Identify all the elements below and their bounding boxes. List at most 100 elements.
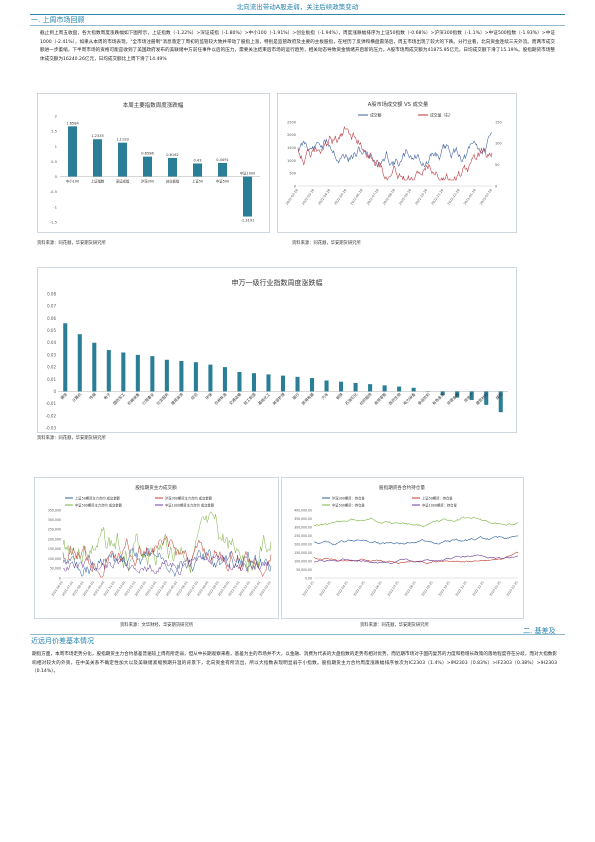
bar [324,380,329,392]
y-tick-label: 0.05 [47,328,56,333]
y-tick-label: 0.5 [51,159,58,164]
category-label: 国防军工 [112,391,126,405]
idx-item: 创业板指（-1.94%） [296,31,339,36]
section1-rule [30,25,565,26]
bar [295,376,300,392]
bar [498,391,503,413]
y-tick-label: 0.08 [47,292,56,297]
category-label: 房地产 [463,391,475,403]
y-tick-label: 100,000 [48,557,61,561]
bar [193,163,202,177]
category-label: 非银金融 [446,391,460,405]
x-tick-label: 2023-02-25 [506,580,519,597]
chart3-svg: 申万一级行业指数周度涨跌幅 0.08 0.07 0.06 0.05 0.04 0.03 0.0… [46,278,508,431]
chart1-source: 资料来源：同花顺，华安期货研究所 [37,241,106,246]
y-tick-label: 2 [55,114,58,119]
category-label: 综合 [190,391,199,400]
legend-label: 上证50期货：持仓量 [422,495,453,500]
bar [251,373,256,392]
bar [150,356,155,392]
y-tick-label: 50,000.00 [296,568,312,572]
idx-list: 上证指数（-1.22%）>深证成指（-1.80%）>中小100（-1.91%）>… [152,31,343,36]
chart2-title: A股市场成交额 VS 成交量 [368,100,428,108]
category-label: 沪深300 [141,179,154,184]
category-label: 计算机 [71,391,83,403]
x-tick-label: 2022-11-25 [455,580,468,597]
bar-value-label: 0.6586 [141,152,154,156]
x-tick-label: 2023-02-18 [479,188,493,205]
bar [193,362,198,392]
legend-label: 中证1000期货：持仓量 [422,502,457,507]
category-label: 中小100 [66,179,79,184]
category-label: 美容护理 [271,391,285,405]
bar [135,354,140,392]
x-tick-label: 2022-06-18 [350,188,364,205]
header-rule [30,14,565,15]
bar [455,391,460,398]
section1-paragraph: 截止到上周五收盘，各大指数周度涨跌幅如下图所示，上证指数（-1.22%）>深证成… [40,30,555,64]
section1-title: 一. 上周市场回顾 [31,16,85,24]
bar [280,375,286,392]
y-tick-label: 350,000 [48,508,61,512]
bar [164,359,169,392]
x-tick-label: 2022-05-18 [333,188,347,205]
series-volume-line [297,125,493,181]
x-tick-label: 2022-06-25 [370,580,383,597]
x-tick-label: 2022-07-18 [366,188,380,205]
bar [266,374,271,392]
category-label: 上证50 [192,179,203,184]
x-tick-label: 2022-09-25 [421,580,434,597]
bar [382,385,387,392]
y-tick-label: 250,000.00 [294,534,312,538]
category-label: 纺织服饰 [359,391,373,405]
idx-item: 深证成指（-1.80%） [200,31,245,36]
x-tick-label: 2022-12-18 [447,188,461,205]
bar [237,371,242,392]
x-tick-label: 2022-02-25 [302,580,315,597]
section2-title-right: 二. 基差及 [523,627,556,635]
x-tick-label: 2022-11-18 [430,188,444,205]
category-label: 交通运输 [228,391,242,405]
series-hs300-line [62,535,272,578]
category-label: 商贸零售 [373,391,387,405]
y-tick-label: 1.5 [51,129,58,134]
page-header: 北向流出带动A股走弱，关注后续政策变动 [236,3,359,11]
bar-value-label: 0.4491 [216,158,229,162]
category-label: 中证500 [216,179,229,184]
category-label: 银行 [291,391,300,400]
chart1-title: 本周主要指数周度涨跌幅 [123,101,184,109]
bar-value-label: 0.43 [193,158,201,162]
idx-item: 上证指数（-1.22%） [152,31,197,36]
bar-value-label: 1.2335 [91,134,104,138]
y-tick-label: -0.02 [46,413,57,418]
category-label: 医药生物 [388,391,402,405]
category-label: 有色金属 [431,391,445,405]
category-label: 通信 [59,391,68,400]
y-tick-label: -0.01 [46,401,57,406]
x-tick-label: 2022-12-25 [472,580,485,597]
bar [397,386,402,392]
bar [411,387,416,392]
bar [353,382,358,392]
legend-label: 沪深300期货主力合约 成交金额 [165,495,213,500]
para-lead: 截止到上周五收盘，各大指数周度涨跌幅如下图所示， [40,31,152,36]
y-tick-label: 300,000 [48,518,61,522]
category-label: 煤炭 [495,391,504,400]
bar [208,364,213,392]
x-tick-label: 2023-01-18 [463,188,477,205]
y-tick-label: 0.06 [47,316,56,321]
bar [339,381,344,392]
y-tick-label: 0.04 [47,340,56,345]
x-tick-label: 2022-10-25 [438,580,451,597]
series-sz50-line [62,546,272,578]
bar-value-label: 0.6162 [166,153,179,157]
y-tick-label: -1.5 [50,220,58,225]
category-label: 社会服务 [155,391,169,405]
category-label: 轻工制造 [242,391,256,405]
y-tick-left: 2000 [287,133,296,137]
y-tick-label: 50,000 [50,567,61,571]
legend-label: 成交量（右） [430,113,453,118]
section2-title-left: 近远月价差基本情况 [31,637,94,645]
bar [77,334,82,392]
